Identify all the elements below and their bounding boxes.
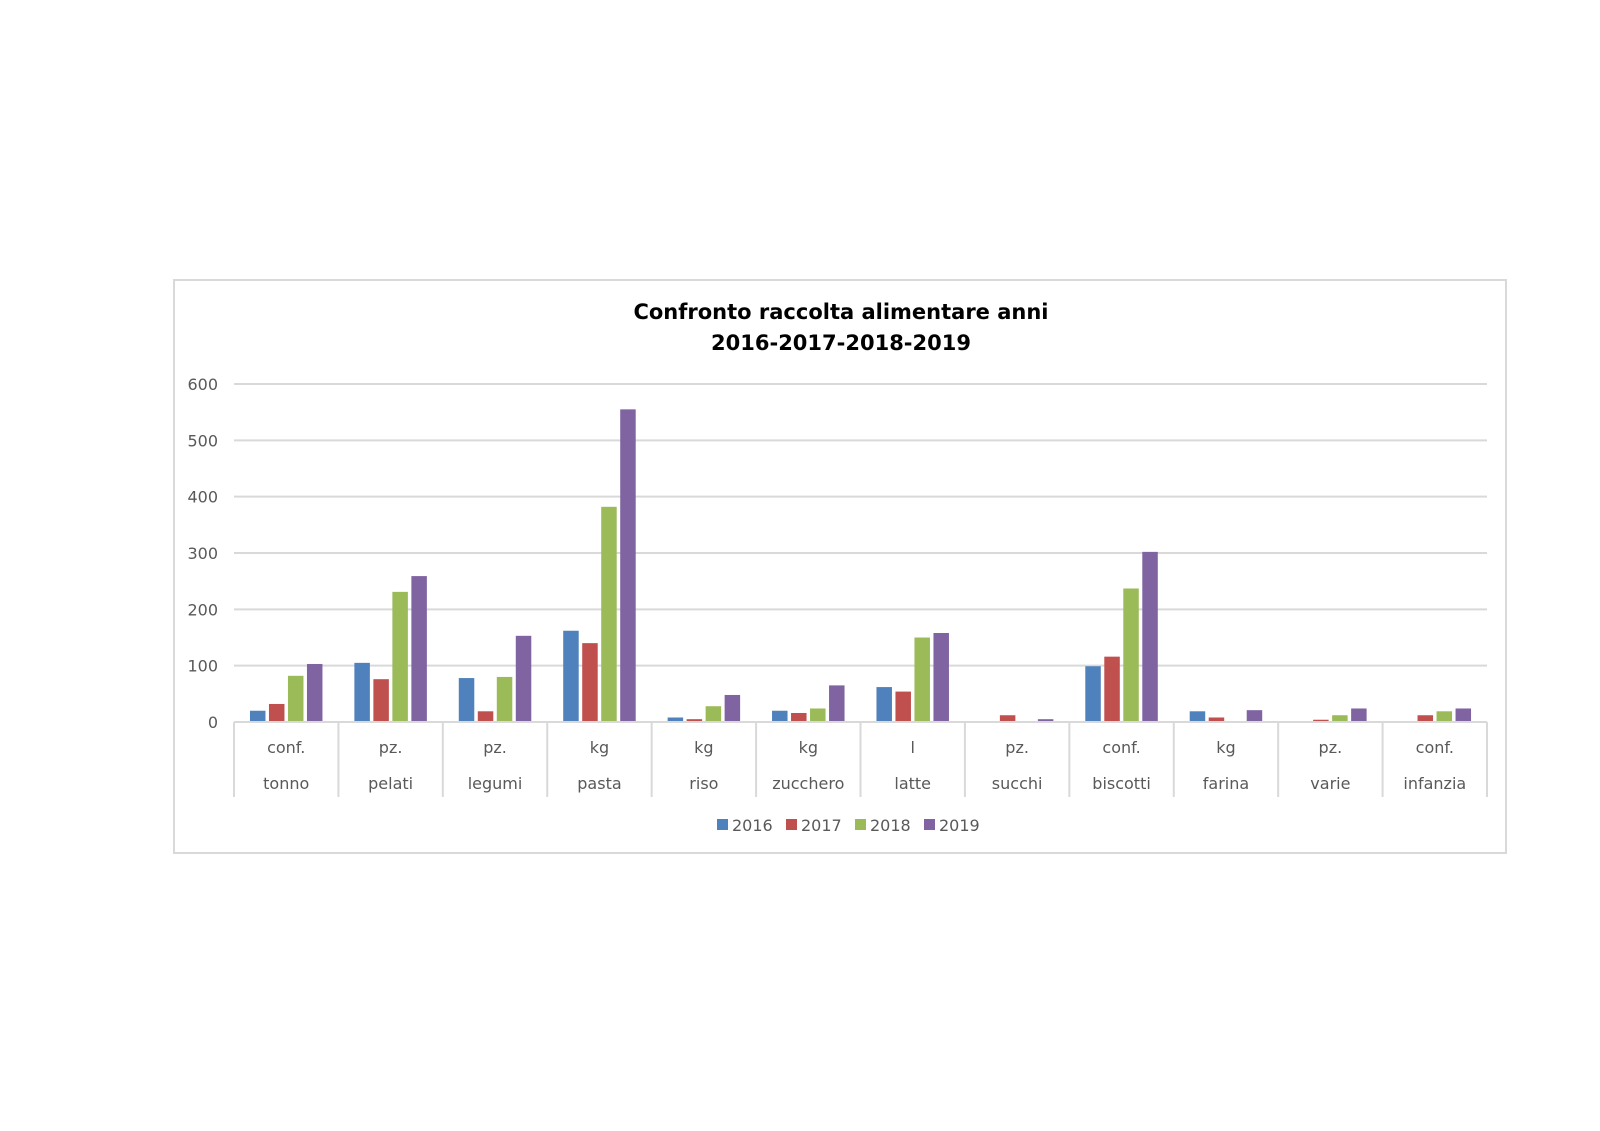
category-unit-label: pz. bbox=[379, 738, 403, 757]
bar-2017-latte bbox=[895, 691, 911, 722]
legend-label-2016: 2016 bbox=[732, 816, 773, 835]
bar-2019-zucchero bbox=[829, 685, 845, 722]
bar-2018-infanzia bbox=[1436, 711, 1453, 722]
bar-2018-tonno bbox=[287, 675, 304, 722]
category-unit-label: pz. bbox=[1319, 738, 1343, 757]
bar-2019-legumi bbox=[515, 635, 532, 722]
bar-2017-succhi bbox=[999, 715, 1016, 722]
category-unit-label: pz. bbox=[483, 738, 507, 757]
bar-2017-pasta bbox=[582, 643, 598, 722]
legend-label-2019: 2019 bbox=[939, 816, 980, 835]
bar-2016-biscotti bbox=[1085, 666, 1101, 722]
bar-2018-varie bbox=[1332, 715, 1348, 722]
bar-2019-farina bbox=[1246, 710, 1263, 722]
x-axis bbox=[233, 721, 1488, 797]
bar-2016-zucchero bbox=[772, 710, 788, 722]
bar-2018-zucchero bbox=[810, 708, 826, 722]
category-unit-label: kg bbox=[799, 738, 818, 757]
bar-2018-pasta bbox=[601, 506, 617, 722]
y-tick-label: 0 bbox=[208, 713, 218, 732]
bar-2016-pelati bbox=[354, 662, 370, 722]
legend-label-2017: 2017 bbox=[801, 816, 842, 835]
chart-title-line-1: Confronto raccolta alimentare anni bbox=[633, 300, 1048, 324]
bar-2019-latte bbox=[933, 632, 949, 722]
category-name-label: riso bbox=[689, 774, 718, 793]
bar-2017-tonno bbox=[268, 703, 285, 722]
bar-2018-riso bbox=[705, 706, 722, 722]
category-unit-label: pz. bbox=[1005, 738, 1029, 757]
category-name-label: pelati bbox=[368, 774, 413, 793]
bar-2016-latte bbox=[876, 687, 892, 722]
bar-2019-varie bbox=[1351, 708, 1367, 722]
category-name-label: latte bbox=[894, 774, 931, 793]
category-unit-label: conf. bbox=[267, 738, 305, 757]
category-name-label: zucchero bbox=[772, 774, 844, 793]
y-tick-label: 400 bbox=[187, 488, 218, 507]
y-tick-label: 300 bbox=[187, 544, 218, 563]
bar-2019-tonno bbox=[306, 663, 323, 722]
category-name-label: pasta bbox=[577, 774, 621, 793]
legend-label-2018: 2018 bbox=[870, 816, 911, 835]
bar-2019-pelati bbox=[411, 576, 427, 722]
bar-2016-farina bbox=[1189, 711, 1206, 722]
bar-2017-varie bbox=[1313, 719, 1329, 722]
bar-2019-infanzia bbox=[1455, 708, 1472, 722]
x-axis-categories: conf. tonno pz. pelati pz. legumi kg pasta kg ris… bbox=[263, 738, 1466, 793]
y-tick-label: 500 bbox=[187, 431, 218, 450]
bars bbox=[249, 409, 1472, 722]
category-name-label: legumi bbox=[468, 774, 523, 793]
category-name-label: farina bbox=[1203, 774, 1249, 793]
category-unit-label: kg bbox=[1216, 738, 1235, 757]
bar-2019-succhi bbox=[1037, 719, 1054, 722]
bar-2017-riso bbox=[686, 719, 703, 722]
legend-swatch-2017 bbox=[786, 819, 797, 830]
bar-2017-legumi bbox=[477, 711, 494, 722]
legend-swatch-2018 bbox=[855, 819, 866, 830]
bar-2016-tonno bbox=[249, 710, 266, 722]
bar-2019-riso bbox=[724, 694, 741, 722]
bar-2016-pasta bbox=[563, 630, 579, 722]
y-tick-label: 100 bbox=[187, 657, 218, 676]
category-unit-label: kg bbox=[694, 738, 713, 757]
category-name-label: varie bbox=[1310, 774, 1350, 793]
bar-2019-biscotti bbox=[1142, 551, 1158, 722]
category-name-label: succhi bbox=[992, 774, 1043, 793]
bar-2017-zucchero bbox=[791, 712, 807, 722]
category-unit-label: kg bbox=[590, 738, 609, 757]
bar-2018-pelati bbox=[392, 591, 408, 722]
bar-2018-legumi bbox=[496, 676, 513, 722]
legend: 2016 2017 2018 2019 bbox=[717, 816, 980, 835]
bar-2019-pasta bbox=[620, 409, 636, 722]
category-unit-label: l bbox=[910, 738, 914, 757]
y-tick-label: 600 bbox=[187, 375, 218, 394]
chart-frame bbox=[173, 279, 1507, 854]
category-name-label: tonno bbox=[263, 774, 309, 793]
gridlines bbox=[234, 383, 1487, 667]
bar-2017-biscotti bbox=[1104, 656, 1120, 722]
bar-2016-riso bbox=[667, 717, 684, 722]
bar-2018-latte bbox=[914, 637, 930, 722]
chart-title-line-2: 2016-2017-2018-2019 bbox=[711, 331, 971, 355]
y-tick-label: 200 bbox=[187, 600, 218, 619]
category-unit-label: conf. bbox=[1102, 738, 1140, 757]
bar-2017-farina bbox=[1208, 717, 1225, 722]
bar-2018-biscotti bbox=[1123, 588, 1139, 722]
category-unit-label: conf. bbox=[1416, 738, 1454, 757]
y-axis-ticks: 0 100 200 300 400 500 600 bbox=[187, 375, 218, 732]
legend-swatch-2019 bbox=[924, 819, 935, 830]
bar-2017-pelati bbox=[373, 679, 389, 722]
category-name-label: biscotti bbox=[1092, 774, 1151, 793]
legend-swatch-2016 bbox=[717, 819, 728, 830]
bar-2016-legumi bbox=[458, 678, 475, 722]
bar-2017-infanzia bbox=[1417, 715, 1434, 722]
category-name-label: infanzia bbox=[1403, 774, 1466, 793]
